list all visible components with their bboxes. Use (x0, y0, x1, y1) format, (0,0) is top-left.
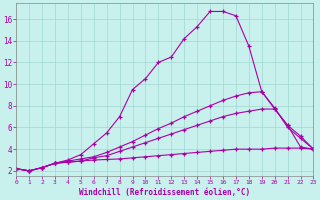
X-axis label: Windchill (Refroidissement éolien,°C): Windchill (Refroidissement éolien,°C) (79, 188, 250, 197)
